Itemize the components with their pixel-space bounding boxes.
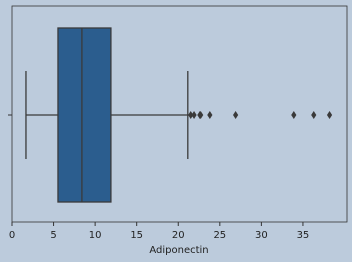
- x-tick-label: 15: [130, 230, 143, 241]
- x-tick-label: 20: [172, 230, 185, 241]
- outlier: [207, 111, 213, 119]
- outlier: [191, 111, 197, 119]
- x-tick-label: 35: [297, 230, 310, 241]
- box: [57, 27, 112, 203]
- x-tick-label: 0: [9, 230, 15, 241]
- x-tick-label: 5: [50, 230, 56, 241]
- outlier: [311, 111, 317, 119]
- outlier: [233, 111, 239, 119]
- outlier: [188, 111, 194, 119]
- outlier: [326, 111, 333, 119]
- outlier: [198, 111, 204, 119]
- outlier: [291, 111, 297, 119]
- x-tick-label: 25: [213, 230, 226, 241]
- x-axis-label: Adiponectin: [149, 245, 208, 256]
- x-tick-label: 10: [89, 230, 102, 241]
- x-tick-label: 30: [255, 230, 268, 241]
